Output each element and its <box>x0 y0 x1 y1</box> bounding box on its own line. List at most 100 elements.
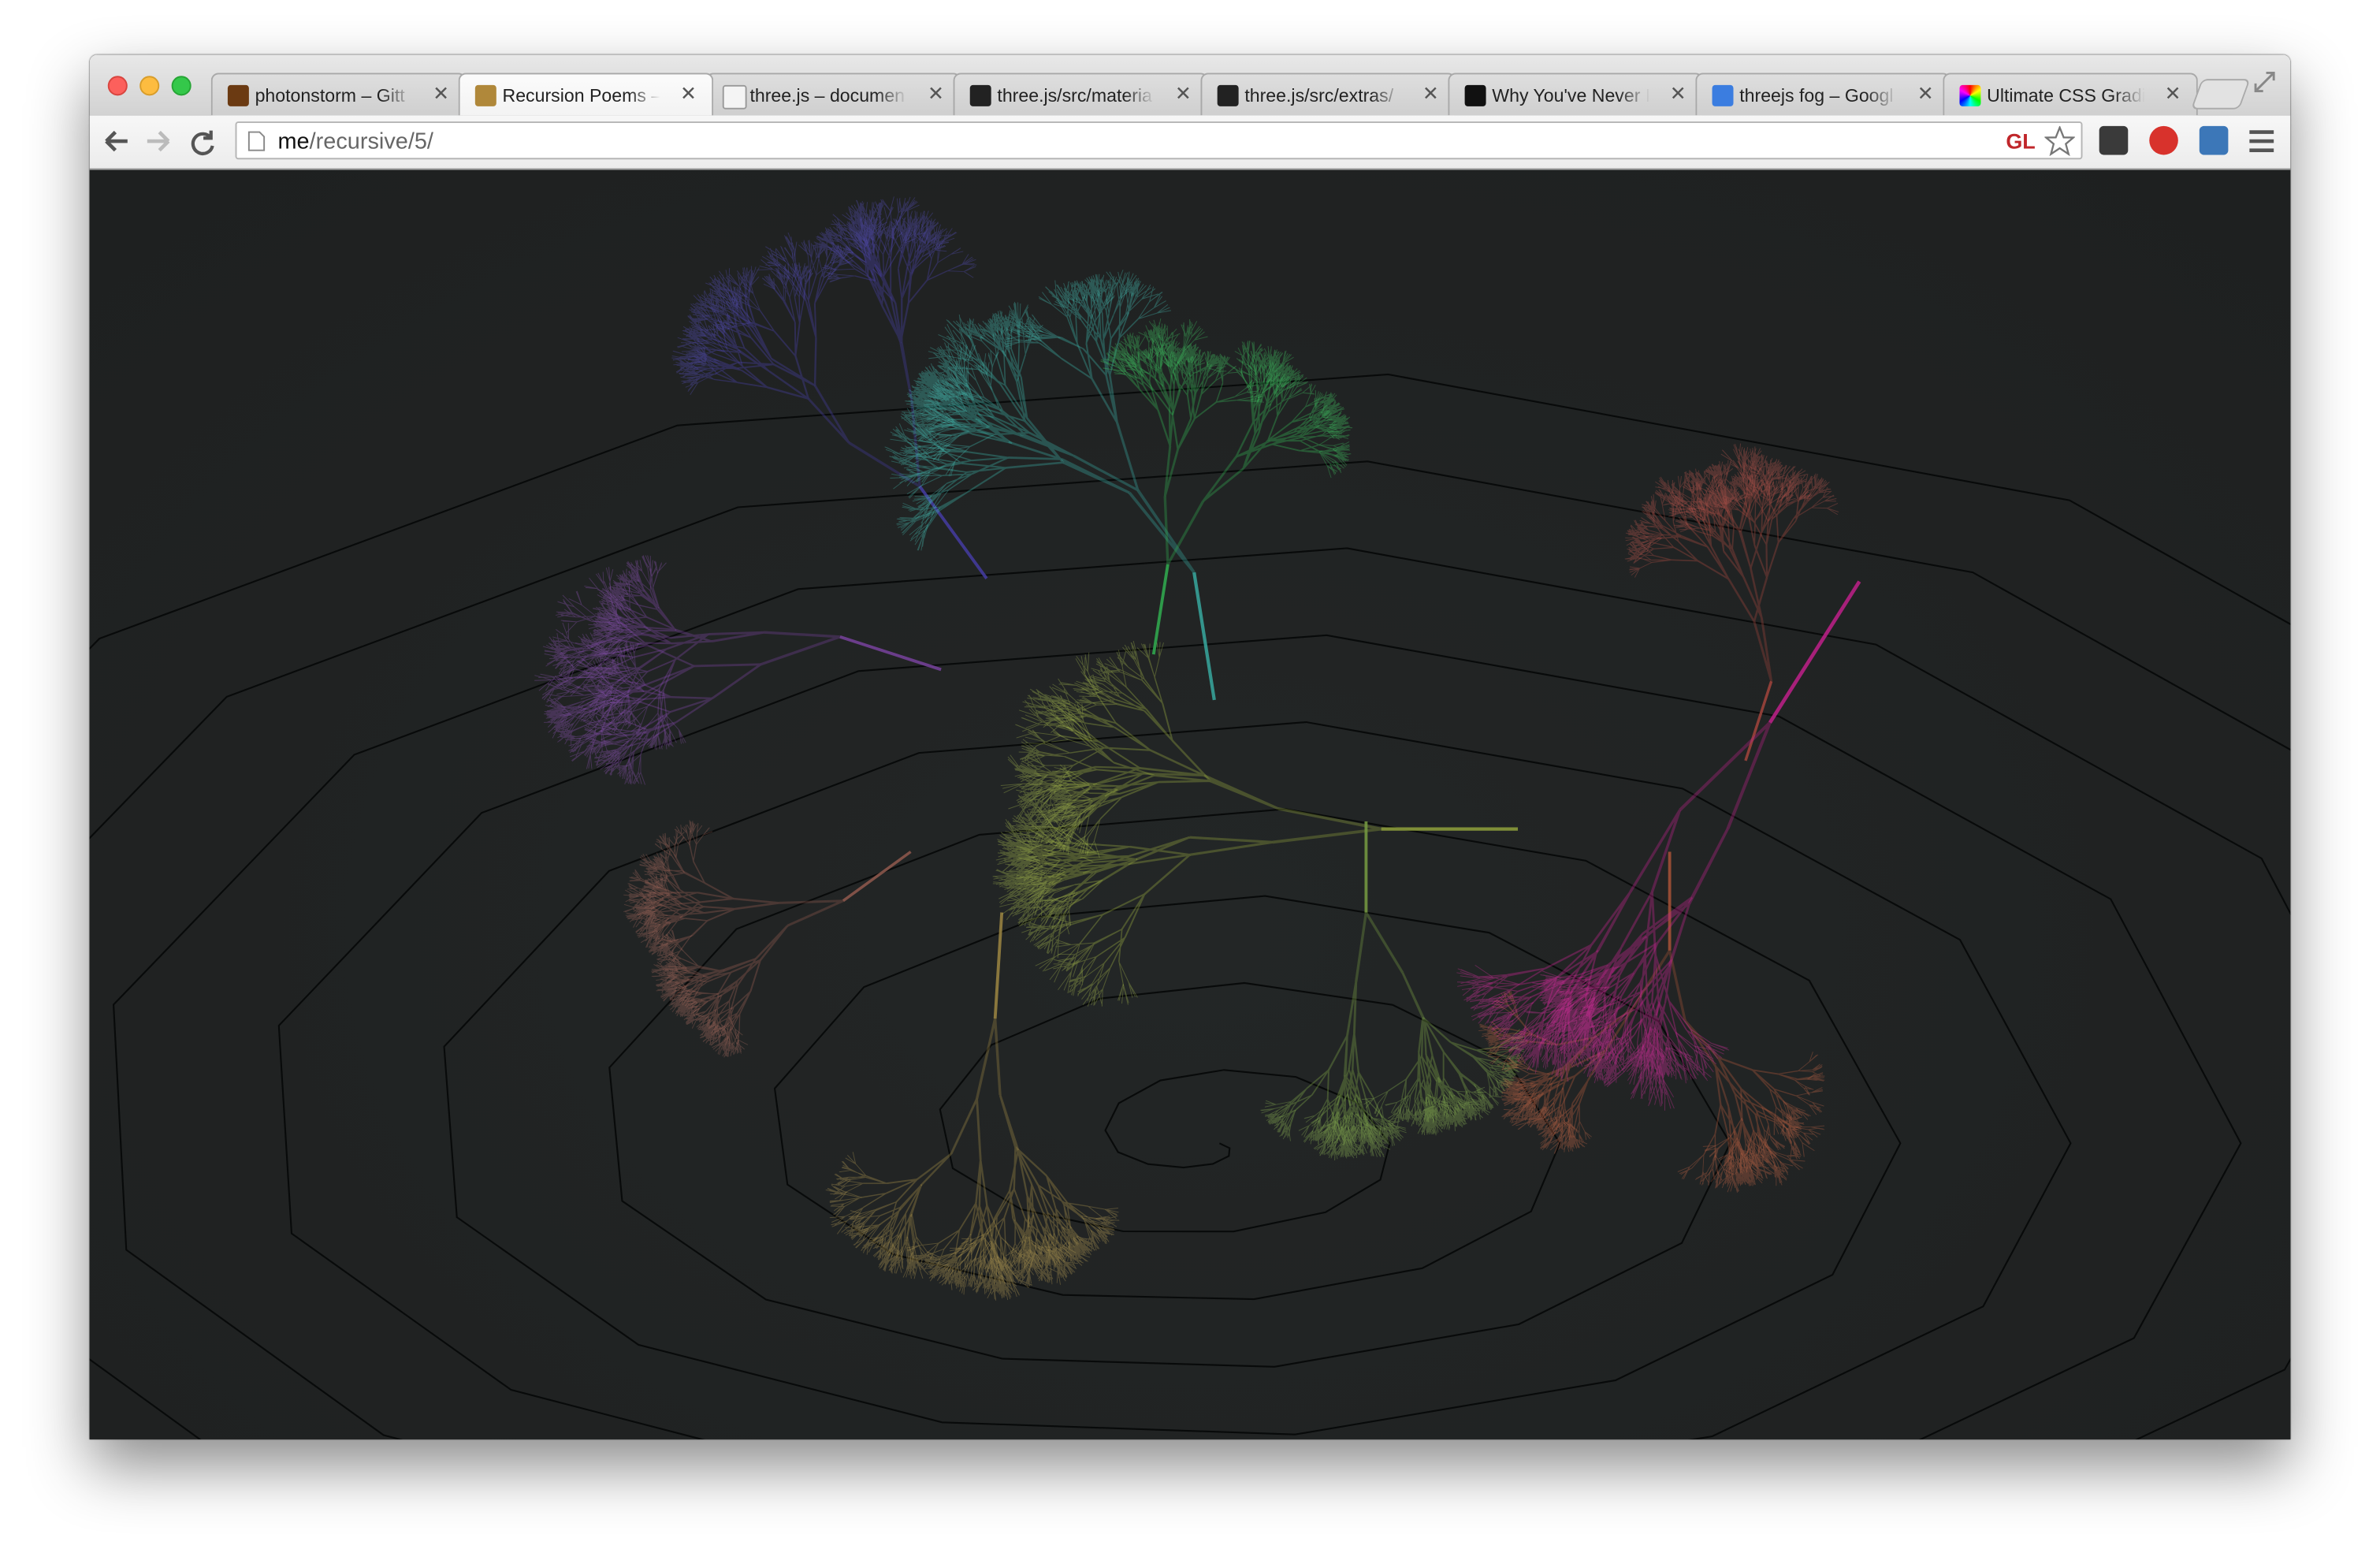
tree-branches <box>1478 974 1712 1087</box>
tree-branches <box>1100 318 1353 479</box>
tree-branches <box>1061 422 1140 494</box>
tree-branches <box>1157 405 1273 470</box>
page-icon <box>247 131 266 151</box>
bookmark-star[interactable] <box>2044 125 2075 157</box>
back-button[interactable] <box>105 130 128 152</box>
tree-branches <box>1079 702 1173 938</box>
tab-close[interactable]: ✕ <box>1174 82 1192 105</box>
tab-close[interactable]: ✕ <box>1669 82 1686 105</box>
nav-buttons <box>105 130 214 155</box>
tab[interactable]: photonstorm – Gitt ✕ <box>210 73 467 116</box>
floor-spiral <box>89 373 2291 1439</box>
tab-close[interactable]: ✕ <box>1422 82 1439 105</box>
tree-branches <box>1290 1046 1497 1130</box>
tree-branches <box>760 631 841 666</box>
zoom-button[interactable] <box>171 76 192 96</box>
tree-branches <box>917 1146 1047 1206</box>
tree-branches <box>651 843 741 1031</box>
tab-close[interactable]: ✕ <box>433 82 450 105</box>
tree-branches <box>635 830 740 1047</box>
tree-branches <box>1697 531 1779 580</box>
tree-branches <box>1492 1002 1813 1179</box>
tree-branches <box>1306 1041 1477 1106</box>
tree-branches <box>737 259 928 389</box>
tree-branches <box>694 631 765 700</box>
close-button[interactable] <box>107 76 128 96</box>
tab-title: three.js – documen <box>749 84 906 106</box>
tab-close[interactable]: ✕ <box>680 82 697 105</box>
menu-button[interactable] <box>2248 129 2275 154</box>
tab[interactable]: threejs fog – Googl ✕ <box>1695 73 1950 116</box>
favicon <box>969 84 991 106</box>
favicon <box>227 84 249 106</box>
tab[interactable]: Ultimate CSS Gradie ✕ <box>1943 73 2198 116</box>
tree-branches <box>1355 911 1404 982</box>
url: me/recursive/5/ <box>277 129 433 155</box>
favicon <box>474 84 496 106</box>
tab[interactable]: Recursion Poems – ✕ <box>458 73 714 116</box>
tree-branches <box>1163 445 1244 502</box>
tree-branches <box>1478 990 1825 1193</box>
new-tab-button[interactable] <box>2190 79 2251 110</box>
tab-title: Recursion Poems – <box>502 84 660 106</box>
tree-branches <box>709 230 948 383</box>
tree-branches <box>841 1164 1106 1285</box>
tree-branches <box>860 1175 1088 1265</box>
tree-branches <box>1128 489 1196 574</box>
tree-branches <box>1545 933 1673 1016</box>
extension-icon[interactable] <box>2149 125 2178 155</box>
tree-branches <box>604 606 677 740</box>
tab-strip: photonstorm – Gitt ✕ Recursion Poems – ✕ thr… <box>89 54 2291 116</box>
tab[interactable]: three.js/src/extras/ ✕ <box>1200 73 1456 116</box>
tree-branches <box>1125 351 1323 454</box>
extension-icon[interactable] <box>2099 125 2129 155</box>
tab-close[interactable]: ✕ <box>2164 82 2181 105</box>
favicon <box>722 84 747 110</box>
tree-branches <box>1151 564 1170 655</box>
tree-branches <box>1006 374 1118 469</box>
tab-title: threejs fog – Googl <box>1739 84 1894 106</box>
tab-close[interactable]: ✕ <box>927 82 944 105</box>
tab-close[interactable]: ✕ <box>1917 82 1934 105</box>
tree-branches <box>825 1152 1120 1301</box>
tree-branches <box>1556 1037 1753 1107</box>
tree-branches <box>1260 1029 1525 1161</box>
tree-branches <box>687 210 965 383</box>
tree-branches <box>779 899 844 927</box>
favicon <box>1959 84 1981 106</box>
favicon <box>1217 84 1239 106</box>
tree-branches <box>1744 680 1773 762</box>
tree-branches <box>807 342 913 444</box>
tree-branches <box>1753 617 1773 682</box>
tab[interactable]: three.js/src/materia ✕ <box>953 73 1209 116</box>
extension-badge[interactable]: GL <box>2006 128 2036 154</box>
reload-button[interactable] <box>191 130 214 155</box>
favicon <box>1712 84 1734 106</box>
browser-window: photonstorm – Gitt ✕ Recursion Poems – ✕ thr… <box>89 54 2291 1439</box>
tree-branches <box>1015 657 1160 989</box>
tab[interactable]: Why You've Never I ✕ <box>1448 73 1703 116</box>
extension-icon[interactable] <box>2199 125 2229 155</box>
tree-branches <box>534 555 686 785</box>
tab-title: three.js/src/extras/ <box>1244 84 1394 106</box>
fullscreen-icon[interactable] <box>2252 70 2277 95</box>
tab-title: three.js/src/materia <box>997 84 1152 106</box>
tree-branches <box>842 851 912 903</box>
tree-branches <box>1139 374 1301 452</box>
tab-title: Ultimate CSS Gradie <box>1987 84 2145 106</box>
tree-branches <box>1327 1016 1452 1077</box>
tree-branches <box>1631 949 1686 1021</box>
tab[interactable]: three.js – documen ✕ <box>705 73 961 116</box>
tree-branches <box>993 912 1004 1019</box>
address-bar[interactable]: me/recursive/5/ GL <box>235 121 2083 160</box>
tree-branches <box>1629 809 1730 905</box>
tree-branches <box>848 400 921 488</box>
url-host: me <box>277 128 310 155</box>
tree-branches <box>623 820 749 1058</box>
tree-branches <box>886 1175 1068 1239</box>
forward-button[interactable] <box>147 130 170 152</box>
tree-branches <box>1509 1016 1798 1161</box>
minimize-button[interactable] <box>139 76 160 96</box>
tree-branches <box>1651 477 1812 564</box>
